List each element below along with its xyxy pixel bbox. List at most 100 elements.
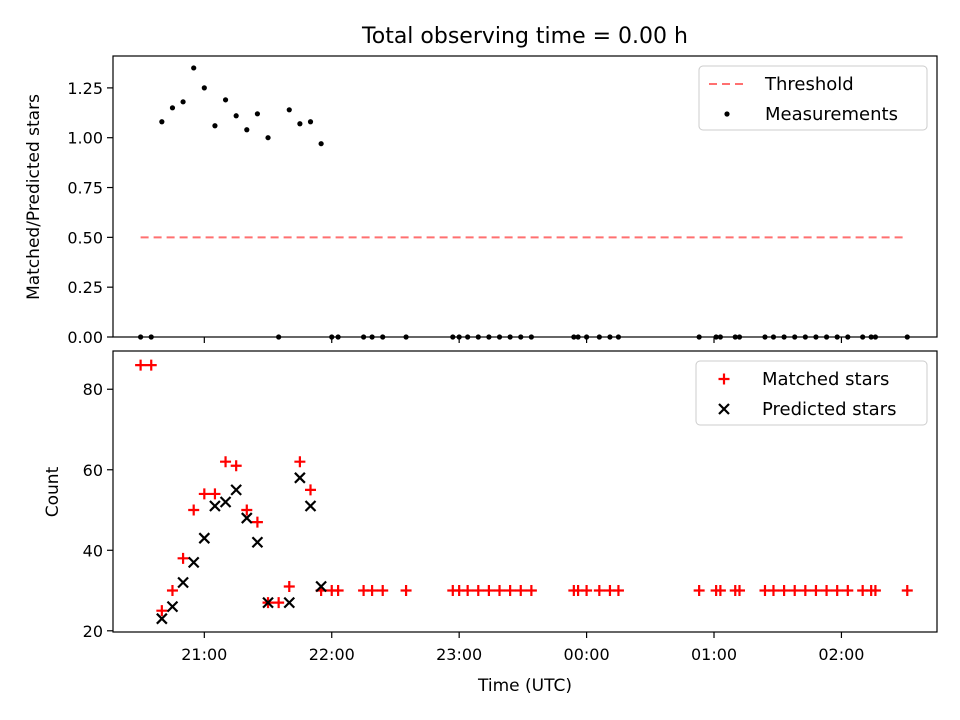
measurement-point <box>180 99 186 105</box>
predicted-star-point <box>177 576 189 589</box>
matched-star-point <box>494 585 506 597</box>
predicted-star-point <box>230 484 242 496</box>
matched-star-point <box>767 585 779 597</box>
measurement-point <box>222 97 229 103</box>
matched-star-point <box>241 504 253 516</box>
top-panel: 0.00 0.25 0.50 0.75 1.00 1.25 Threshold Measure… <box>67 55 938 347</box>
predicted-star-point <box>156 612 168 625</box>
matched-star-point <box>462 585 474 597</box>
predicted-star-point <box>198 532 211 544</box>
matched-star-point <box>842 585 854 597</box>
measurement-point <box>169 105 176 111</box>
matched-star-point <box>612 585 624 597</box>
top-y-tick-label: 0.00 <box>67 328 103 347</box>
matched-star-point <box>581 585 593 597</box>
bottom-y-tick-label: 60 <box>83 461 103 480</box>
predicted-star-point <box>315 580 327 593</box>
matched-star-point <box>305 484 317 496</box>
matched-star-point <box>400 585 412 597</box>
top-axes-frame <box>112 55 938 338</box>
measurement-point <box>191 65 197 71</box>
matched-star-point <box>230 460 242 472</box>
matched-star-point <box>283 581 295 593</box>
measurement-point <box>318 141 324 147</box>
top-y-tick-label: 1.00 <box>67 129 103 148</box>
matched-star-point <box>156 605 168 617</box>
matched-star-point <box>504 585 516 597</box>
matched-star-point <box>220 456 232 468</box>
predicted-star-point <box>187 556 200 569</box>
bottom-y-tick-label: 80 <box>83 380 103 399</box>
matched-star-point <box>332 585 344 597</box>
matched-star-point <box>198 488 210 500</box>
matched-star-point <box>810 585 822 597</box>
bottom-axes-frame <box>112 350 938 633</box>
bottom-x-tick-label: 01:00 <box>691 645 737 664</box>
chart-title: Total observing time = 0.00 h <box>361 24 688 49</box>
x-axis-label: Time (UTC) <box>477 676 572 696</box>
matched-star-point <box>831 585 843 597</box>
matched-star-point <box>714 585 726 597</box>
measurement-point <box>201 85 207 91</box>
legend-label: Measurements <box>765 104 898 125</box>
matched-star-point <box>821 585 833 597</box>
measurement-point <box>159 119 165 125</box>
bottom-series-predicted-stars <box>156 472 327 625</box>
legend-predicted-swatch <box>718 403 730 415</box>
matched-star-point <box>525 585 537 597</box>
legend-measurements-swatch <box>724 111 730 117</box>
matched-star-point <box>901 585 913 597</box>
bottom-panel: 20 40 60 80 21:00 22:00 23:00 00:00 01:00 02:00 Ma… <box>83 350 938 664</box>
matched-star-point <box>593 585 605 597</box>
top-y-tick-label: 0.50 <box>67 228 103 247</box>
predicted-star-point <box>219 496 232 508</box>
matched-star-point <box>778 585 790 597</box>
matched-star-point <box>693 585 705 597</box>
matched-star-point <box>251 516 263 528</box>
matched-star-point <box>483 585 495 597</box>
matched-star-point <box>869 585 881 597</box>
predicted-star-point <box>241 512 253 524</box>
predicted-star-point <box>166 600 179 613</box>
top-legend-box <box>698 65 928 131</box>
bottom-y-tick-label: 40 <box>83 541 103 560</box>
matched-star-point <box>166 585 178 597</box>
top-y-tick-label: 1.25 <box>67 79 103 98</box>
predicted-star-point <box>209 500 221 512</box>
bottom-legend: Matched stars Predicted stars <box>695 360 928 426</box>
matched-star-point <box>273 597 285 609</box>
bottom-x-tick-label: 21:00 <box>181 645 227 664</box>
matched-star-point <box>789 585 801 597</box>
top-legend: Threshold Measurements <box>698 65 928 131</box>
bottom-series-matched-stars <box>135 359 913 617</box>
bottom-x-tick-label: 00:00 <box>564 645 610 664</box>
matched-star-point <box>294 456 306 468</box>
bottom-x-tick-label: 02:00 <box>818 645 864 664</box>
measurement-point <box>265 135 271 141</box>
measurement-point <box>244 127 250 133</box>
predicted-star-point <box>251 536 264 549</box>
matched-star-point <box>177 552 189 564</box>
bottom-y-tick-label: 20 <box>83 622 103 641</box>
measurement-point <box>233 113 239 119</box>
legend-label: Threshold <box>764 74 854 95</box>
predicted-star-point <box>283 596 296 609</box>
predicted-star-point <box>262 596 274 609</box>
matched-star-point <box>377 585 389 597</box>
bottom-x-tick-label: 22:00 <box>309 645 355 664</box>
matched-star-point <box>145 359 157 371</box>
top-y-axis-label: Matched/Predicted stars <box>24 94 44 300</box>
bottom-legend-box <box>695 360 928 426</box>
matched-star-point <box>366 585 378 597</box>
bottom-y-axis-label: Count <box>43 466 63 517</box>
matched-star-point <box>472 585 484 597</box>
predicted-star-point <box>304 500 317 512</box>
legend-label: Matched stars <box>762 369 889 390</box>
top-y-tick-label: 0.25 <box>67 278 103 297</box>
measurement-point <box>254 111 261 117</box>
bottom-x-tick-label: 23:00 <box>436 645 482 664</box>
measurement-point <box>286 107 292 113</box>
measurement-point <box>297 121 303 127</box>
measurement-point <box>307 119 314 125</box>
